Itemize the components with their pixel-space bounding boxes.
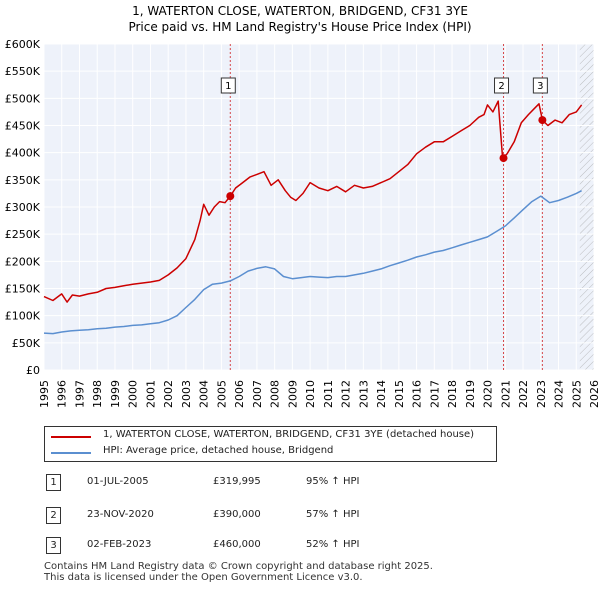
x-tick-labels: 1995 1996 1997 1998 1999 2000 2001 2002 2003 2004… [38,380,600,408]
sale-row: 2 23-NOV-2020 £390,000 57% ↑ HPI [44,505,564,525]
sale-marker-box: 1 [220,77,236,94]
x-tick-label: 1996 [56,380,69,408]
x-tick-label: 1995 [38,380,51,408]
x-tick-label: 2001 [144,380,157,408]
x-tick-label: 2022 [517,380,530,408]
x-tick-label: 2025 [570,380,583,408]
footer-line-1: Contains HM Land Registry data © Crown c… [44,561,433,572]
footer-line-2: This data is licensed under the Open Gov… [44,572,363,583]
x-tick-label: 2020 [482,380,495,408]
y-tick-label: £100K [5,310,41,323]
legend-swatch-blue [51,452,91,454]
sale-number-box: 3 [46,537,61,554]
x-tick-label: 2019 [464,380,477,408]
grid-lines [43,43,595,371]
y-tick-label: £50K [12,337,41,350]
sale-point [499,154,508,163]
y-tick-labels: £0 £50K £100K £150K £200K £250K £300K £350K £400… [5,38,41,377]
chart-title: 1, WATERTON CLOSE, WATERTON, BRIDGEND, C… [132,4,468,18]
x-tick-label: 2004 [198,380,211,408]
x-tick-label: 2007 [251,380,264,408]
y-tick-label: £300K [5,201,41,214]
y-tick-label: £250K [5,228,41,241]
x-tick-label: 1999 [109,380,122,408]
x-tick-label: 2021 [499,380,512,408]
x-tick-label: 2006 [233,380,246,408]
y-tick-label: £400K [5,147,41,160]
sale-hpi-diff: 95% ↑ HPI [306,476,360,487]
x-tick-label: 2002 [162,380,175,408]
y-tick-label: £550K [5,65,41,78]
sale-row: 3 02-FEB-2023 £460,000 52% ↑ HPI [44,535,564,555]
x-tick-label: 2023 [535,380,548,408]
x-tick-label: 2018 [446,380,459,408]
x-tick-label: 2008 [269,380,282,408]
x-tick-label: 2000 [127,380,140,408]
sale-point [226,192,235,201]
sale-date: 23-NOV-2020 [87,509,154,520]
sale-marker-box: 2 [494,77,510,94]
x-tick-label: 2024 [553,380,566,408]
sale-marker-frame [532,77,548,94]
sale-price: £390,000 [213,509,261,520]
y-tick-label: £500K [5,92,41,105]
legend-label-hpi: HPI: Average price, detached house, Brid… [103,445,334,456]
legend-swatch-red [51,436,91,438]
sale-hpi-diff: 57% ↑ HPI [306,509,360,520]
x-tick-label: 2026 [588,380,600,408]
y-tick-label: £200K [5,255,41,268]
sale-marker-frame [494,77,510,94]
legend: 1, WATERTON CLOSE, WATERTON, BRIDGEND, C… [44,426,497,462]
sale-price: £319,995 [213,476,261,487]
x-tick-label: 2016 [411,380,424,408]
x-tick-label: 2009 [286,380,299,408]
sale-point [538,116,547,125]
sale-number-box: 2 [46,507,61,524]
x-tick-label: 2014 [375,380,388,408]
y-tick-label: £0 [26,364,40,377]
x-tick-label: 2015 [393,380,406,408]
hpi-line [43,190,582,335]
y-tick-label: £150K [5,283,41,296]
sale-marker-label: 2 [498,81,504,92]
sale-marker-label: 1 [225,81,231,92]
y-tick-label: £350K [5,174,41,187]
legend-label-property: 1, WATERTON CLOSE, WATERTON, BRIDGEND, C… [103,429,475,440]
chart-subtitle: Price paid vs. HM Land Registry's House … [128,20,472,34]
x-tick-label: 2003 [180,380,193,408]
sale-date: 02-FEB-2023 [87,539,152,550]
y-tick-label: £600K [5,38,41,51]
x-tick-label: 2017 [428,380,441,408]
sale-date: 01-JUL-2005 [87,476,149,487]
sale-number-box: 1 [46,474,61,491]
sale-row: 1 01-JUL-2005 £319,995 95% ↑ HPI [44,472,564,492]
line-chart: £0 £50K £100K £150K £200K £250K £300K £350K £400… [5,38,600,408]
x-tick-label: 2005 [215,380,228,408]
x-tick-label: 1997 [73,380,86,408]
sale-price: £460,000 [213,539,261,550]
x-tick-label: 2012 [340,380,353,408]
x-tick-label: 1998 [91,380,104,408]
sale-marker-boxes: 1 2 3 [220,77,548,94]
sale-points [226,116,547,201]
sale-hpi-diff: 52% ↑ HPI [306,539,360,550]
sale-marker-frame [220,77,236,94]
x-tick-label: 2010 [304,380,317,408]
x-tick-label: 2013 [357,380,370,408]
sale-marker-box: 3 [532,77,548,94]
sale-marker-label: 3 [537,81,543,92]
y-tick-label: £450K [5,120,41,133]
footer-note: Contains HM Land Registry data © Crown c… [44,561,433,583]
x-tick-label: 2011 [322,380,335,408]
